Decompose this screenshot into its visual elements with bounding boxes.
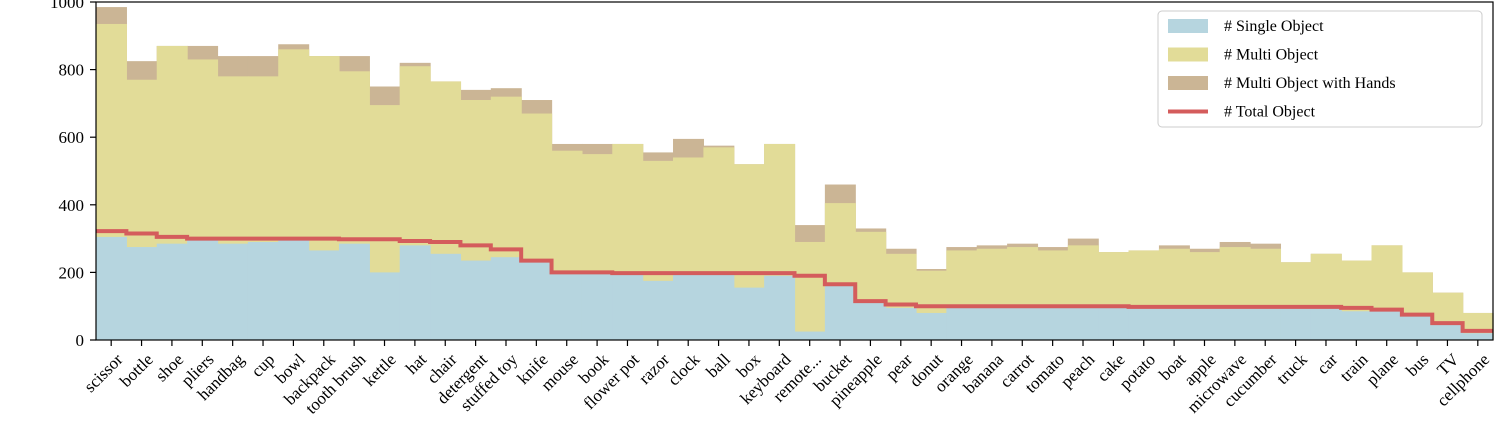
bar-single-14 bbox=[521, 262, 553, 340]
bar-single-30 bbox=[1007, 307, 1039, 340]
bar-single-36 bbox=[1189, 307, 1221, 340]
bar-single-42 bbox=[1371, 311, 1403, 340]
bar-single-6 bbox=[278, 240, 310, 340]
bar-single-17 bbox=[612, 274, 644, 340]
legend-swatch-0 bbox=[1168, 19, 1208, 33]
bar-single-38 bbox=[1250, 307, 1282, 340]
bar-single-9 bbox=[369, 272, 401, 340]
bar-single-39 bbox=[1280, 307, 1312, 340]
bar-single-16 bbox=[581, 272, 613, 340]
total-object-line bbox=[96, 229, 1493, 333]
x-tick-label-20: ball bbox=[702, 350, 734, 382]
bar-single-29 bbox=[976, 307, 1008, 340]
bar-single-32 bbox=[1067, 307, 1099, 340]
bar-single-24 bbox=[824, 285, 856, 340]
bar-single-20 bbox=[703, 274, 735, 340]
bar-single-22 bbox=[764, 275, 796, 340]
bar-single-8 bbox=[338, 243, 370, 340]
x-tick-label-1: bottle bbox=[116, 350, 157, 391]
legend-swatch-1 bbox=[1168, 47, 1208, 62]
bar-single-40 bbox=[1310, 307, 1342, 340]
bar-single-4 bbox=[217, 243, 249, 340]
bar-single-23 bbox=[794, 331, 826, 340]
bar-single-27 bbox=[915, 312, 947, 340]
bar-single-12 bbox=[460, 260, 492, 340]
bar-single-44 bbox=[1432, 324, 1464, 340]
y-tick-label-0: 0 bbox=[76, 331, 85, 350]
y-tick-label-3: 600 bbox=[59, 128, 85, 147]
x-tick-label-42: plane bbox=[1363, 350, 1402, 389]
bar-single-10 bbox=[399, 245, 431, 340]
bar-single-3 bbox=[187, 240, 219, 340]
x-tick-label-34: potato bbox=[1116, 350, 1159, 393]
bar-multi-23 bbox=[794, 241, 826, 340]
bar-single-33 bbox=[1098, 307, 1130, 340]
legend-label-3: # Total Object bbox=[1224, 104, 1316, 121]
bar-single-25 bbox=[855, 302, 887, 340]
bar-single-45 bbox=[1462, 333, 1494, 340]
legend-label-2: # Multi Object with Hands bbox=[1224, 75, 1396, 92]
bar-single-41 bbox=[1341, 311, 1373, 340]
bar-single-11 bbox=[430, 253, 462, 340]
y-tick-label-2: 400 bbox=[59, 196, 85, 215]
bar-single-28 bbox=[946, 307, 978, 340]
bar-single-7 bbox=[308, 250, 340, 340]
legend-label-0: # Single Object bbox=[1224, 18, 1324, 35]
bar-single-26 bbox=[885, 307, 917, 340]
x-tick-label-43: bus bbox=[1402, 350, 1432, 380]
bar-single-19 bbox=[673, 274, 704, 340]
legend-label-1: # Multi Object bbox=[1224, 47, 1319, 64]
bar-single-5 bbox=[247, 241, 279, 340]
plot-area bbox=[90, 1, 1494, 346]
legend-swatch-2 bbox=[1168, 76, 1208, 90]
y-tick-label-5: 1000 bbox=[50, 0, 84, 12]
bar-single-13 bbox=[490, 257, 522, 340]
bar-single-18 bbox=[642, 280, 674, 340]
x-tick-label-32: peach bbox=[1057, 350, 1099, 392]
bar-single-37 bbox=[1219, 307, 1251, 340]
bar-single-31 bbox=[1037, 307, 1069, 340]
x-tick-label-19: clock bbox=[664, 350, 704, 390]
x-tick-label-39: truck bbox=[1273, 350, 1311, 388]
axes-frame bbox=[95, 1, 1494, 341]
legend: # Single Object # Multi Object # Multi Obj… bbox=[1157, 10, 1483, 128]
bar-single-43 bbox=[1401, 316, 1433, 340]
x-tick-label-9: kettle bbox=[360, 350, 400, 390]
x-tick-label-18: razor bbox=[635, 350, 673, 388]
bar-single-34 bbox=[1128, 307, 1160, 340]
bar-single-2 bbox=[156, 243, 188, 340]
y-tick-label-4: 800 bbox=[59, 61, 85, 80]
y-tick-label-1: 200 bbox=[59, 263, 85, 282]
bar-single-35 bbox=[1158, 307, 1190, 340]
bar-single-15 bbox=[551, 272, 583, 340]
bar-single-0 bbox=[96, 236, 127, 340]
legend-box bbox=[1157, 10, 1483, 128]
bar-single-1 bbox=[126, 247, 158, 340]
bar-single-21 bbox=[733, 287, 765, 340]
